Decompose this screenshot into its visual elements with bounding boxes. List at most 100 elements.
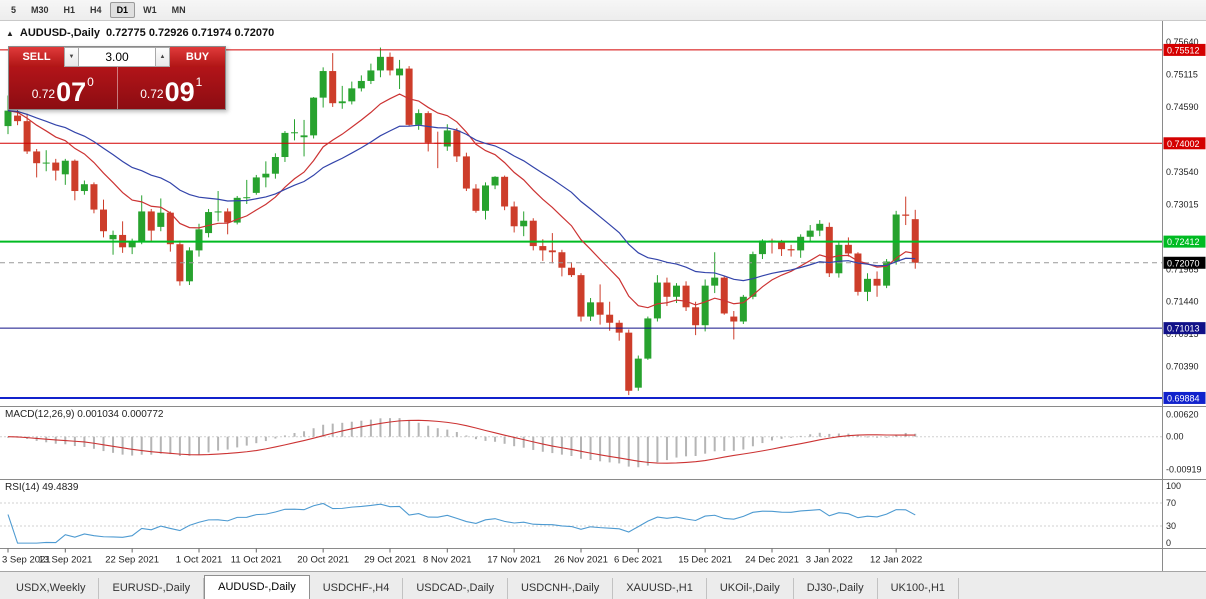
candle [892,210,900,265]
svg-text:0.70915: 0.70915 [1166,329,1199,339]
candle [634,355,642,391]
candle [415,109,423,130]
candle [338,85,346,109]
candle [185,247,193,286]
buy-price-sup: 1 [195,75,203,89]
candle [873,271,881,297]
timeframe-button-w1[interactable]: W1 [143,5,157,15]
candle [453,127,461,162]
candle [100,199,107,238]
candle [883,259,891,289]
candle [472,184,480,213]
svg-text:0.00: 0.00 [1166,432,1184,442]
rsi-line [7,502,916,544]
timeframe-button-d1[interactable]: D1 [109,2,136,18]
date-tick-label: 1 Oct 2021 [176,555,222,566]
candle [71,159,79,201]
collapse-trade-panel-icon[interactable]: ▲ [6,28,14,38]
macd-indicator-label: MACD(12,26,9) 0.001034 0.000772 [5,409,164,420]
ma-line-26 [7,110,916,282]
candle [319,67,327,108]
candle [596,284,604,325]
candle [825,222,833,277]
volume-input[interactable] [79,47,155,67]
date-tick-label: 3 Sep 2021 [2,555,51,566]
candle [577,273,585,322]
svg-text:70: 70 [1166,498,1176,508]
candle [644,316,652,360]
symbol-tab-uk100-h1[interactable]: UK100-,H1 [878,578,960,599]
sell-price-big: 07 [56,77,87,108]
buy-price[interactable]: 0.72 09 1 [118,67,226,109]
date-tick-label: 24 Dec 2021 [745,555,799,566]
timeframe-button-h1[interactable]: H1 [63,5,76,15]
volume-increase-button[interactable]: ▲ [155,47,170,67]
svg-text:0.69884: 0.69884 [1167,393,1200,403]
ma-line-12 [7,93,916,309]
candle [176,240,184,286]
candle [701,279,709,332]
timeframe-button-mn[interactable]: MN [171,5,186,15]
candle [749,251,757,300]
candle [682,281,690,311]
candle [625,329,633,396]
candle [300,119,308,157]
sell-button[interactable]: SELL [9,47,64,67]
candle [548,233,556,264]
candle [587,298,595,321]
timeframe-toolbar: 5 M30 H1 H4 D1 W1 MN [0,0,1206,21]
candle [663,277,671,307]
volume-decrease-button[interactable]: ▼ [64,47,79,67]
sell-price[interactable]: 0.72 07 0 [9,67,118,109]
candle [797,234,805,258]
svg-text:0.70390: 0.70390 [1166,362,1199,372]
candle [33,148,41,178]
svg-text:0: 0 [1166,538,1171,548]
timeframe-button-h4[interactable]: H4 [90,5,102,15]
svg-text:0.00620: 0.00620 [1166,410,1199,420]
timeframe-button-m30[interactable]: M30 [31,5,49,15]
candle [119,221,127,253]
candle [787,244,795,257]
candle [911,209,919,269]
candle [205,208,213,238]
svg-text:0.72412: 0.72412 [1167,237,1200,247]
symbol-tab-dj30-daily[interactable]: DJ30-,Daily [794,578,878,599]
symbol-tab-usdchf-h4[interactable]: USDCHF-,H4 [310,578,404,599]
symbol-tab-usdx-weekly[interactable]: USDX,Weekly [3,578,100,599]
candle [195,223,203,257]
candle [510,201,518,233]
candle [42,150,50,172]
candle [348,81,356,105]
candle [806,225,814,243]
symbol-tab-eurusd-daily[interactable]: EURUSD-,Daily [99,578,205,599]
date-tick-label: 29 Oct 2021 [364,555,416,566]
date-tick-label: 11 Oct 2021 [231,555,282,566]
buy-button[interactable]: BUY [170,47,225,67]
candle [816,220,824,237]
one-click-trade-panel: SELL ▼ ▲ BUY 0.72 07 0 0.72 09 1 [8,46,226,110]
candle [80,180,88,195]
symbol-tab-ukoil-daily[interactable]: UKOil-,Daily [707,578,794,599]
candle [367,63,375,85]
symbol-tab-usdcnh-daily[interactable]: USDCNH-,Daily [508,578,614,599]
candle [739,294,747,324]
symbol-tab-audusd-daily[interactable]: AUDUSD-,Daily [204,575,310,599]
candle [529,218,537,251]
date-tick-label: 13 Sep 2021 [38,555,92,566]
candle [539,239,547,261]
symbol-tab-usdcad-daily[interactable]: USDCAD-,Daily [403,578,508,599]
candle [835,241,843,278]
candle [214,191,222,222]
candle [692,301,700,336]
level-lines-layer[interactable] [0,49,1162,399]
date-tick-label: 15 Dec 2021 [678,555,732,566]
candle [310,97,318,139]
svg-text:0.74002: 0.74002 [1167,139,1200,149]
symbol-tab-xauusd-h1[interactable]: XAUUSD-,H1 [613,578,707,599]
candle [606,301,614,331]
date-tick-label: 17 Nov 2021 [487,555,541,566]
svg-text:30: 30 [1166,521,1176,531]
svg-text:0.73540: 0.73540 [1166,167,1199,177]
timeframe-button-5[interactable]: 5 [11,5,17,15]
